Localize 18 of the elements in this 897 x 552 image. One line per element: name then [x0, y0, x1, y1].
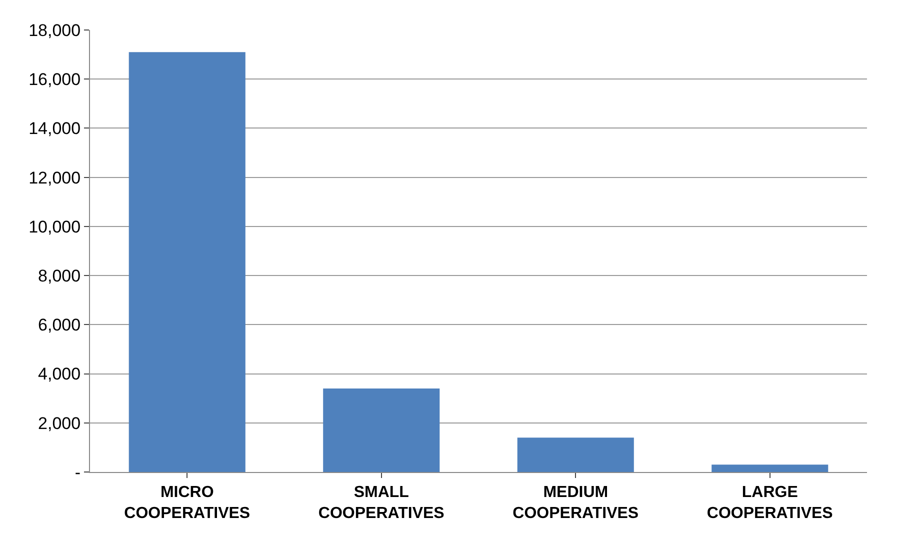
y-tick-label: 2,000 — [38, 414, 81, 433]
x-tick-label: SMALL COOPERATIVES — [318, 484, 445, 522]
bar — [712, 464, 828, 472]
x-tick-label: MEDIUM COOPERATIVES — [512, 484, 639, 522]
y-tick-label: 14,000 — [28, 119, 81, 138]
x-tick-label: MICRO COOPERATIVES — [124, 484, 250, 522]
x-tick-label: LARGE COOPERATIVES — [706, 484, 834, 522]
y-tick-label: 6,000 — [38, 316, 81, 335]
y-tick-label: 8,000 — [38, 266, 81, 286]
bar — [323, 388, 440, 472]
bar — [517, 438, 634, 472]
y-tick-label: 16,000 — [28, 70, 81, 90]
y-tick-label: 18,000 — [28, 20, 81, 40]
y-tick-label: - — [74, 462, 81, 482]
bar — [128, 52, 246, 472]
y-tick-label: 10,000 — [28, 217, 81, 236]
y-tick-label: 4,000 — [38, 364, 81, 384]
y-tick-label: 12,000 — [28, 168, 81, 188]
